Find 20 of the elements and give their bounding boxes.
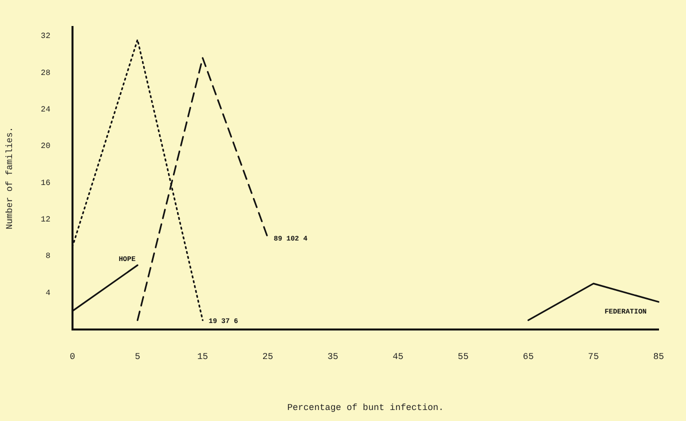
- x-tick-label: 0: [70, 352, 76, 362]
- x-tick-label: 45: [392, 352, 404, 362]
- y-tick-label: 8: [46, 252, 51, 262]
- x-tick-label: 5: [134, 352, 140, 362]
- x-tick-label: 35: [328, 352, 338, 362]
- y-axis-title: Number of families.: [4, 126, 15, 230]
- y-tick-label: 16: [40, 178, 51, 188]
- y-tick-label: 24: [40, 105, 51, 114]
- x-tick-label: 65: [522, 352, 534, 362]
- x-axis-title: Percentage of bunt infection.: [287, 402, 444, 413]
- y-tick-label: 12: [40, 215, 51, 224]
- y-tick-label: 4: [46, 288, 51, 298]
- y-tick-label: 28: [40, 68, 51, 78]
- y-tick-label: 20: [40, 142, 51, 152]
- x-tick-label: 15: [197, 352, 208, 362]
- x-tick-label: 25: [262, 352, 274, 362]
- x-tick-label: 55: [458, 352, 469, 362]
- x-tick-label: 75: [588, 352, 599, 362]
- y-tick-label: 32: [40, 32, 51, 42]
- x-tick-label: 85: [653, 352, 664, 362]
